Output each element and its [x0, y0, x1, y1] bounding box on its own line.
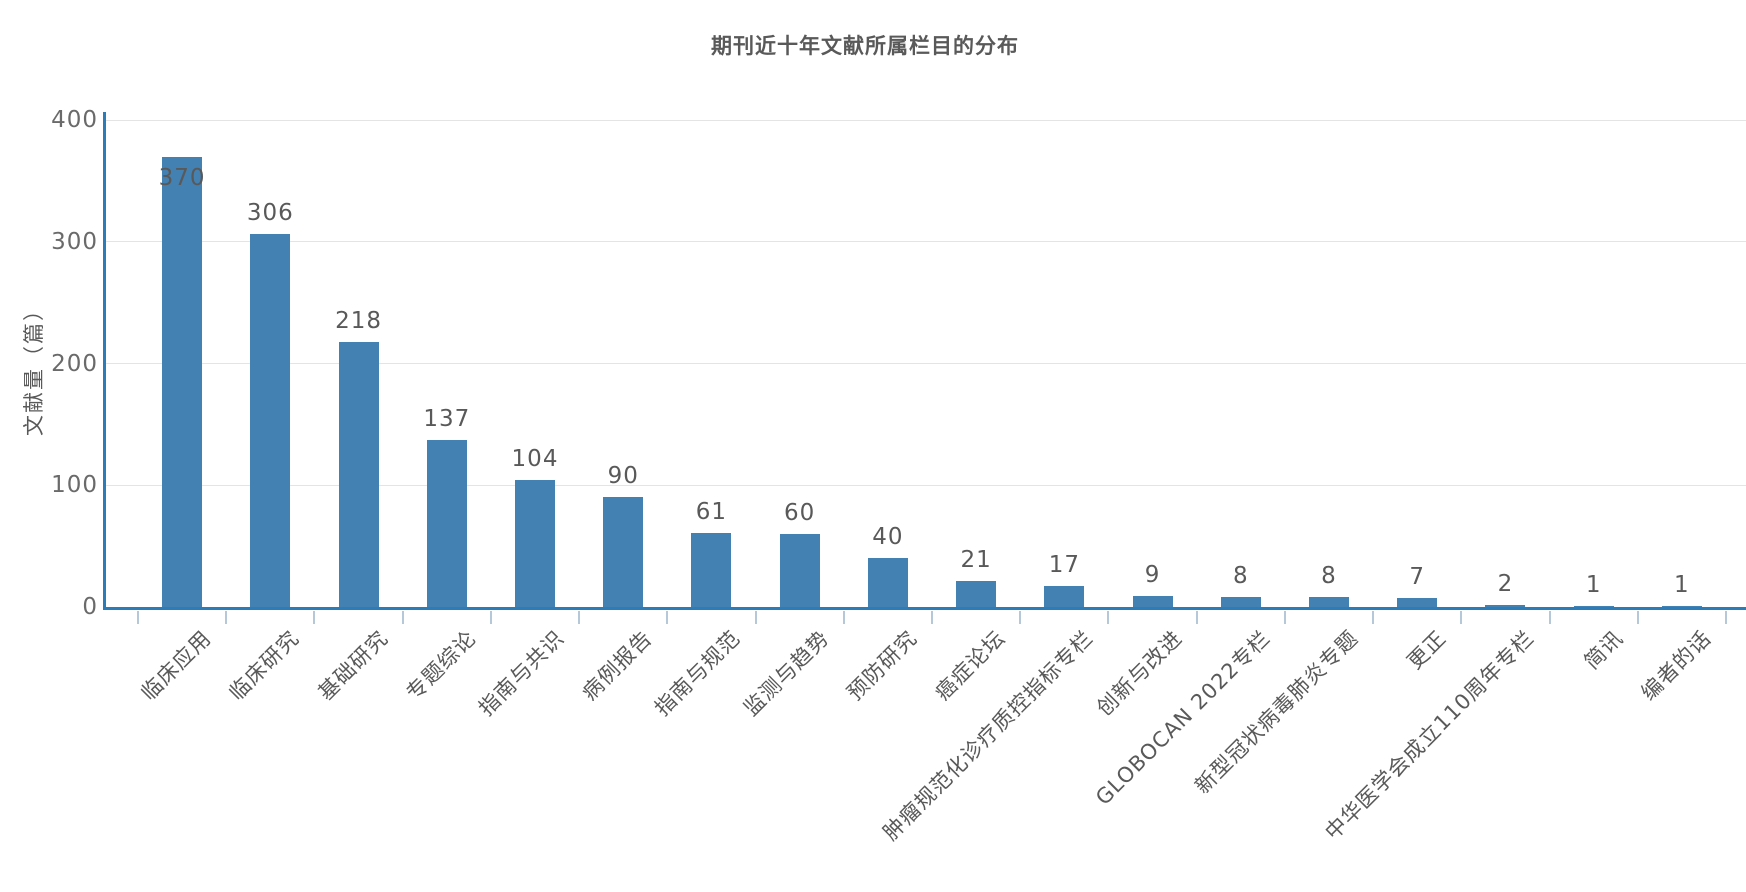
x-tick	[754, 611, 757, 624]
x-tick	[842, 611, 845, 624]
bar[interactable]	[779, 533, 820, 607]
x-tick	[401, 611, 404, 624]
bar[interactable]	[603, 497, 644, 607]
x-category-label: 预防研究	[842, 625, 922, 706]
y-gridline	[103, 119, 1746, 121]
chart-title: 期刊近十年文献所属栏目的分布	[711, 34, 1019, 58]
bar-value-label: 9	[1144, 562, 1161, 589]
bar[interactable]	[1132, 596, 1173, 607]
x-tick	[137, 611, 139, 624]
bar-value-label: 306	[246, 200, 294, 227]
bar-value-label: 1	[1674, 571, 1690, 598]
x-tick	[666, 611, 669, 624]
bar-value-label: 17	[1048, 552, 1080, 579]
bar[interactable]	[1485, 604, 1526, 607]
bar-value-label: 2	[1497, 570, 1514, 597]
x-tick	[313, 611, 316, 624]
bar-value-label: 40	[872, 524, 904, 551]
y-tick-label: 100	[51, 472, 98, 499]
x-category-label: 癌症论坛	[930, 625, 1010, 706]
x-tick	[489, 611, 492, 624]
bar-value-label: 21	[960, 547, 992, 574]
bar-value-label: 137	[423, 406, 471, 433]
x-category-label: 编者的话	[1636, 625, 1716, 706]
bar[interactable]	[1573, 605, 1614, 607]
y-tick-label: 300	[51, 228, 98, 255]
x-tick	[1195, 611, 1198, 624]
x-category-label: 新型冠状病毒肺炎专题	[1190, 625, 1363, 799]
x-tick	[1019, 611, 1022, 624]
x-category-label: 病例报告	[577, 625, 658, 706]
x-category-label: 专题综论	[401, 625, 481, 706]
x-category-label: 临床应用	[136, 625, 216, 706]
x-tick	[1460, 611, 1463, 624]
bar[interactable]	[426, 440, 467, 607]
x-tick	[1636, 611, 1639, 624]
x-category-label: 临床研究	[224, 625, 305, 706]
bar[interactable]	[162, 156, 203, 607]
bar-value-label: 60	[784, 499, 816, 526]
y-tick-label: 400	[51, 107, 98, 133]
y-tick-label: 0	[82, 594, 98, 620]
bar[interactable]	[691, 532, 732, 607]
bar[interactable]	[250, 234, 291, 607]
y-axis	[103, 112, 106, 610]
x-axis	[103, 607, 1746, 610]
bar[interactable]	[1220, 597, 1261, 607]
x-category-label: 监测与趋势	[738, 625, 834, 721]
bar[interactable]	[1309, 597, 1349, 607]
bar[interactable]	[515, 480, 555, 607]
y-gridline	[103, 363, 1746, 364]
bar-value-label: 8	[1321, 563, 1337, 590]
x-category-label: 指南与共识	[474, 625, 569, 721]
bar-value-label: 61	[695, 498, 728, 525]
bar-value-label: 8	[1232, 563, 1249, 590]
bar[interactable]	[956, 581, 997, 607]
x-category-label: 基础研究	[313, 625, 393, 706]
bar-value-label: 370	[158, 164, 206, 191]
x-tick	[931, 611, 933, 624]
bar-value-label: 7	[1409, 564, 1426, 591]
bar[interactable]	[1397, 598, 1438, 607]
bar-value-label: 218	[335, 307, 382, 334]
x-category-label: 指南与规范	[650, 625, 746, 721]
bar[interactable]	[1661, 605, 1702, 607]
x-tick	[225, 611, 228, 624]
x-tick	[1283, 611, 1286, 624]
y-gridline	[103, 241, 1746, 243]
x-tick	[578, 611, 581, 624]
bar-value-label: 104	[511, 446, 559, 473]
x-category-label: 更正	[1402, 625, 1452, 674]
bar-value-label: 1	[1585, 571, 1602, 598]
bar[interactable]	[1044, 586, 1085, 607]
x-tick	[1107, 611, 1110, 624]
x-category-label: 简讯	[1579, 625, 1628, 674]
bar[interactable]	[338, 341, 379, 607]
x-tick	[1548, 611, 1551, 624]
y-gridline	[103, 484, 1746, 486]
bar-value-label: 90	[607, 463, 639, 490]
x-tick	[1372, 611, 1375, 624]
y-tick-label: 200	[51, 350, 98, 377]
bar[interactable]	[867, 558, 908, 607]
x-tick	[1725, 611, 1727, 624]
